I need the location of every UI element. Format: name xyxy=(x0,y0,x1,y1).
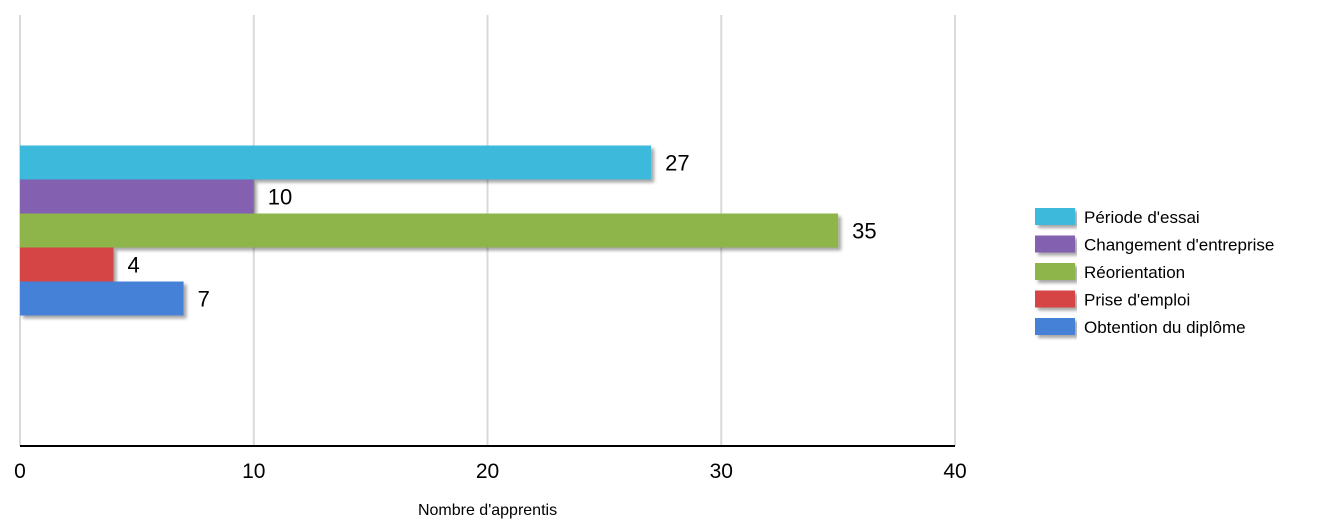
data-label-1: 10 xyxy=(268,185,292,210)
data-label-4: 7 xyxy=(198,287,210,312)
bars xyxy=(20,145,839,316)
legend-swatch-3 xyxy=(1035,290,1075,308)
x-tick-label-30: 30 xyxy=(710,460,733,483)
x-tick-label-20: 20 xyxy=(476,460,499,483)
legend-label-0: Période d'essai xyxy=(1084,208,1200,227)
legend-label-2: Réorientation xyxy=(1084,263,1185,282)
x-axis-title: Nombre d'apprentis xyxy=(418,502,557,519)
legend-label-3: Prise d'emploi xyxy=(1084,291,1190,310)
legend-swatch-4 xyxy=(1035,318,1075,335)
bar-1 xyxy=(20,179,254,214)
x-tick-label-40: 40 xyxy=(943,460,966,483)
bar-0 xyxy=(20,145,652,180)
data-label-3: 4 xyxy=(128,253,140,278)
legend: Période d'essai Changement d'entreprise Ré… xyxy=(1035,208,1274,337)
legend-swatch-0 xyxy=(1035,208,1075,225)
legend-label-4: Obtention du diplôme xyxy=(1084,318,1246,337)
bar-3 xyxy=(20,247,114,282)
legend-swatch-2 xyxy=(1035,263,1075,280)
x-tick-labels: 0 10 20 30 40 xyxy=(14,460,967,483)
x-tick-label-10: 10 xyxy=(242,460,265,483)
legend-swatch-1 xyxy=(1035,235,1075,253)
data-label-2: 35 xyxy=(852,219,876,244)
data-labels: 27 10 35 4 7 xyxy=(128,151,877,312)
bar-2 xyxy=(20,213,839,248)
data-label-0: 27 xyxy=(665,151,689,176)
x-tick-label-0: 0 xyxy=(14,460,26,483)
bar-4 xyxy=(20,281,184,316)
legend-label-1: Changement d'entreprise xyxy=(1084,236,1274,255)
